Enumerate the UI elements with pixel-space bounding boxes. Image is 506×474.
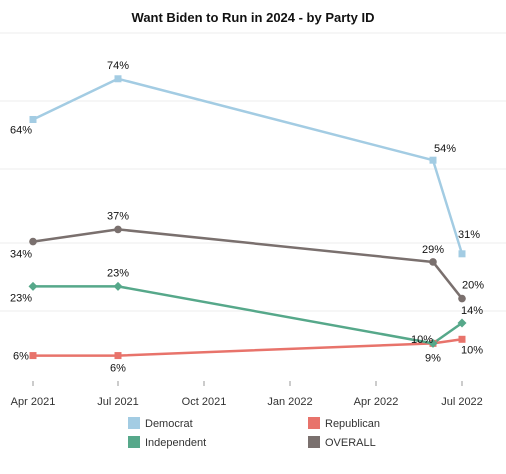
legend-swatch-independent [128,436,140,448]
series-line-democrat [31,77,464,256]
legend-label-democrat: Democrat [145,418,193,430]
data-point-independent[interactable] [113,281,123,291]
data-label-independent: 14% [461,305,483,317]
data-label-democrat: 64% [10,124,32,136]
data-point-democrat[interactable] [29,115,37,123]
legend-label-republican: Republican [325,418,380,430]
data-point-republican[interactable] [29,352,37,360]
legend-label-independent: Independent [145,437,206,449]
x-tick-label: Apr 2021 [11,396,56,408]
legend-label-overall: OVERALL [325,437,376,449]
data-point-overall[interactable] [114,225,122,234]
legend: Democrat Republican Independent OVERALL [128,417,380,449]
data-label-democrat: 54% [434,143,456,155]
gridlines [0,32,506,312]
data-label-independent: 9% [425,352,441,364]
data-point-independent[interactable] [28,281,38,291]
data-point-overall[interactable] [458,294,466,303]
series-lines [31,77,464,357]
data-label-republican: 6% [13,351,29,363]
x-tick-label: Jul 2022 [441,396,483,408]
x-axis: Apr 2021 Jul 2021 Oct 2021 Jan 2022 Apr 2022… [11,381,483,408]
data-point-democrat[interactable] [114,75,122,83]
data-label-republican: 6% [110,363,126,375]
data-point-republican[interactable] [458,335,466,343]
data-point-independent[interactable] [428,338,438,348]
x-tick-label: Jan 2022 [267,396,312,408]
chart-title: Want Biden to Run in 2024 - by Party ID [132,10,375,25]
data-label-overall: 29% [422,244,444,256]
data-label-independent: 23% [107,267,129,279]
x-tick-label: Oct 2021 [182,396,227,408]
data-label-overall: 34% [10,249,32,261]
data-point-independent[interactable] [457,318,467,328]
x-tick-label: Jul 2021 [97,396,139,408]
series-line-republican [31,338,464,357]
legend-swatch-democrat [128,417,140,429]
series-markers [28,75,467,360]
x-tick-label: Apr 2022 [354,396,399,408]
data-point-democrat[interactable] [429,156,437,164]
data-point-overall[interactable] [429,258,437,266]
data-point-overall[interactable] [29,237,37,246]
data-label-independent: 23% [10,292,32,304]
data-label-overall: 20% [462,280,484,292]
data-point-democrat[interactable] [458,250,466,258]
data-label-extra: 10% [411,334,433,346]
data-label-overall: 37% [107,210,129,222]
legend-swatch-republican [308,417,320,429]
series-line-independent [31,285,464,345]
data-label-democrat: 74% [107,60,129,72]
data-label-republican: 10% [461,344,483,356]
data-point-republican[interactable] [114,352,122,360]
series-line-overall [31,228,464,300]
data-labels: 64% 74% 54% 31% 6% 6% 10% 23% 23% 9% 14% 34% 37% 29% 2… [10,60,484,375]
legend-swatch-overall [308,436,320,448]
data-label-democrat: 31% [458,229,480,241]
